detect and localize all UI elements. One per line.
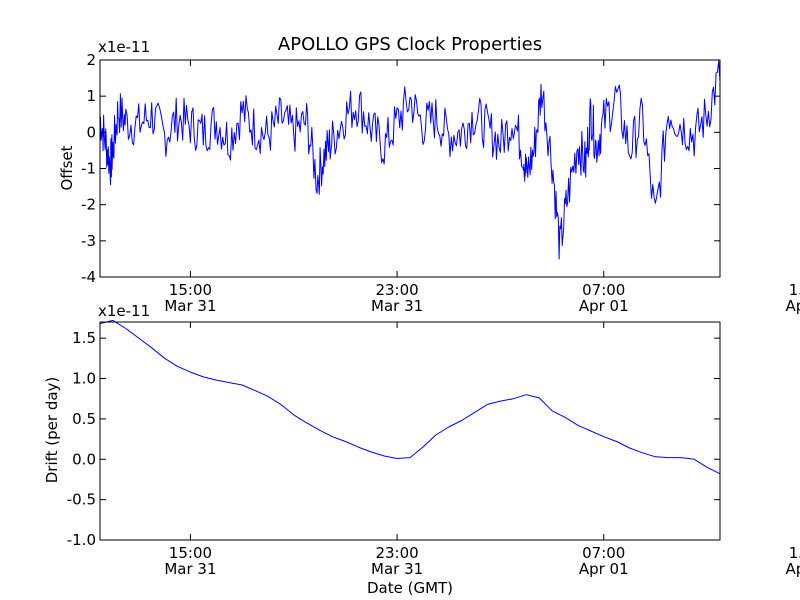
offset-scale-label: x1e-11 [98,38,150,56]
offset-y-tick-label: -3 [81,232,96,250]
drift-x-tick-label-time: 23:00 [375,544,418,562]
offset-x-tick-label-time: 07:00 [582,281,625,299]
offset-x-tick-label-date: Apr 01 [579,297,629,315]
drift-y-axis-label: Drift (per day) [43,377,61,484]
drift-x-axis-label: Date (GMT) [367,579,453,597]
offset-x-tick-label-date: Mar 31 [164,297,216,315]
figure-title: APOLLO GPS Clock Properties [278,34,542,55]
drift-x-tick-label-date: Apr 01 [786,560,800,578]
offset-y-tick-label: -1 [81,160,96,178]
drift-x-tick-label-time: 07:00 [582,544,625,562]
drift-plot-frame [99,321,721,541]
drift-y-tick-label: 0.0 [72,450,96,468]
drift-plot: x1e-11 Drift (per day) -1.0 -0.5 0.0 0.5 1.0… [43,302,800,597]
offset-x-tick-label-time: 15:00 [789,281,800,299]
drift-y-tick-label: 1.0 [72,370,96,388]
offset-plot-frame [99,59,721,278]
offset-x-tick-label-date: Apr 01 [786,297,800,315]
offset-x-tick-label-time: 15:00 [169,281,212,299]
drift-y-tick-label: 0.5 [72,410,96,428]
drift-y-tick-label: -1.0 [67,531,96,549]
drift-series-group [99,319,721,475]
offset-y-tick-label: 0 [86,123,96,141]
offset-series-line-offset [99,60,721,260]
drift-scale-label: x1e-11 [98,302,150,320]
offset-y-tick-label: -2 [81,196,96,214]
drift-x-tick-label-date: Mar 31 [371,560,423,578]
offset-y-tick-label: 2 [86,51,96,69]
drift-x-tick-label-date: Mar 31 [164,560,216,578]
drift-x-tick-label-time: 15:00 [789,544,800,562]
drift-y-tick-label: 1.5 [72,329,96,347]
drift-y-tick-label: -0.5 [67,491,96,509]
drift-x-tick-label-date: Apr 01 [579,560,629,578]
offset-series-group [99,60,721,260]
offset-y-tick-label: 1 [86,87,96,105]
offset-x-tick-label-date: Mar 31 [371,297,423,315]
drift-x-tick-label-time: 15:00 [169,544,212,562]
offset-y-tick-label: -4 [81,268,96,286]
offset-x-tick-label-time: 23:00 [375,281,418,299]
drift-series-line-drift [99,319,721,475]
offset-y-axis-label: Offset [58,145,76,190]
